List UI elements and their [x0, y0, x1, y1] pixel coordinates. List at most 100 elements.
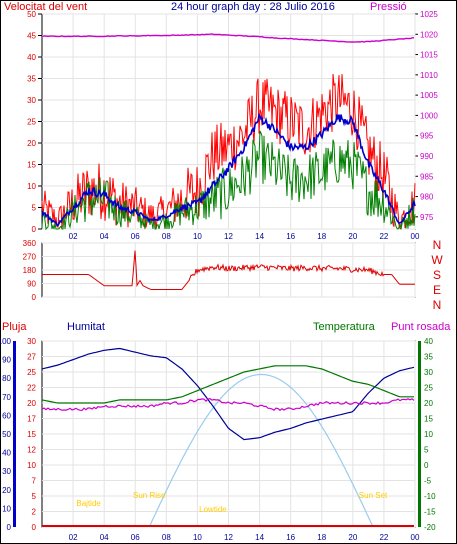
wind-x-tick-label: 04 [100, 232, 109, 241]
wind-y-tick-label: 5 [32, 204, 37, 213]
rain-y-tick-label: 12 [27, 446, 36, 455]
temperature-label: Temperatura [313, 321, 375, 333]
temperature-line [41, 365, 414, 404]
temperature-y-tick-label: 15 [424, 415, 433, 424]
pressure-y-tick-label: 1005 [420, 91, 438, 100]
wind-y-tick-label: 50 [27, 10, 36, 19]
wind-x-tick-label: 10 [193, 232, 202, 241]
wind-x-tick-label: 18 [317, 232, 326, 241]
pressure-y-tick-label: 975 [420, 213, 434, 222]
temperature-y-tick-label: -15 [424, 508, 436, 517]
wind-y-tick-label: 25 [27, 118, 36, 127]
wind-x-tick-label: 00 [411, 232, 420, 241]
wind-y-tick-label: 20 [27, 139, 36, 148]
pressure-y-tick-label: 980 [420, 193, 434, 202]
wind-x-tick-label: 22 [379, 232, 388, 241]
compass-label: W [431, 253, 443, 267]
wind-y-tick-label: 30 [27, 96, 36, 105]
pressure-y-tick-label: 1010 [420, 71, 438, 80]
humidity-y-tick-label: 90 [2, 356, 11, 365]
pressure-y-tick-label: 1020 [420, 30, 438, 39]
graph-title: 24 hour graph day : 28 Julio 2016 [171, 1, 335, 13]
rain-y-tick-label: 22 [27, 384, 36, 393]
direction-y-tick-label: 90 [27, 280, 36, 289]
rain-y-tick-label: 5 [32, 492, 37, 501]
humidity-x-tick-label: 00 [411, 533, 420, 542]
temperature-y-tick-label: -5 [424, 477, 432, 486]
solar-radiation-curve [148, 373, 374, 528]
wind-x-tick-label: 14 [255, 232, 264, 241]
rain-y-tick-label: 20 [27, 399, 36, 408]
tide-sun-annotation: Bajtide [76, 499, 101, 508]
wind-y-tick-label: 10 [27, 182, 36, 191]
tide-sun-annotation: Lowtide [199, 505, 227, 514]
humidity-x-tick-label: 02 [69, 533, 78, 542]
humidity-line [41, 347, 415, 441]
humidity-y-tick-label: 60 [2, 411, 11, 420]
rain-y-tick-label: 15 [27, 430, 36, 439]
humidity-x-tick-label: 06 [131, 533, 140, 542]
humidity-y-tick-label: 80 [2, 374, 11, 383]
wind-green-line [41, 130, 416, 231]
wind-x-tick-label: 20 [348, 232, 357, 241]
humidity-y-tick-label: 0 [7, 523, 12, 532]
temperature-y-tick-label: -20 [424, 523, 436, 532]
wind-y-tick-label: 40 [27, 53, 36, 62]
pressure-y-tick-label: 990 [420, 152, 434, 161]
temperature-y-tick-label: 20 [424, 399, 433, 408]
humidity-x-tick-label: 04 [100, 533, 109, 542]
wind-y-tick-label: 0 [32, 225, 37, 234]
compass-label: N [433, 238, 442, 252]
pressure-y-tick-label: 1000 [420, 111, 438, 120]
rain-y-tick-label: 2 [32, 508, 37, 517]
humidity-label: Humitat [67, 321, 105, 333]
wind-y-tick-label: 35 [27, 75, 36, 84]
dewpoint-label: Punt rosada [391, 321, 451, 333]
pressure-label: Pressió [370, 1, 407, 13]
rain-y-tick-label: 17 [27, 415, 36, 424]
dewpoint-line [41, 398, 415, 412]
humidity-y-tick-label: 50 [2, 430, 11, 439]
pressure-y-tick-label: 1015 [420, 51, 438, 60]
pressure-line [41, 33, 415, 43]
rain-y-tick-label: 25 [27, 368, 36, 377]
humidity-x-tick-label: 14 [255, 533, 264, 542]
temperature-y-tick-label: 0 [424, 461, 429, 470]
rain-y-tick-label: 30 [27, 337, 36, 346]
humidity-x-tick-label: 16 [286, 533, 295, 542]
direction-y-tick-label: 0 [32, 293, 37, 302]
wind-average-line [41, 112, 416, 227]
rain-label: Pluja [2, 321, 27, 333]
temperature-y-tick-label: 40 [424, 337, 433, 346]
temperature-y-tick-label: 30 [424, 368, 433, 377]
wind-speed-label: Velocitat del vent [4, 1, 88, 13]
wind-y-tick-label: 45 [27, 32, 36, 41]
wind-y-tick-label: 15 [27, 161, 36, 170]
rain-y-tick-label: 27 [27, 353, 36, 362]
humidity-x-tick-label: 20 [348, 533, 357, 542]
wind-x-tick-label: 12 [224, 232, 233, 241]
temperature-y-tick-label: -10 [424, 492, 436, 501]
compass-label: E [433, 283, 441, 297]
wind-x-tick-label: 02 [69, 232, 78, 241]
rain-y-tick-label: 10 [27, 461, 36, 470]
temperature-y-tick-label: 5 [424, 446, 429, 455]
direction-y-tick-label: 360 [23, 239, 37, 248]
wind-x-tick-label: 06 [131, 232, 140, 241]
humidity-x-tick-label: 08 [162, 533, 171, 542]
wind-x-tick-label: 16 [286, 232, 295, 241]
tide-sun-annotation: Sun Set [359, 491, 388, 500]
humidity-y-tick-label: 100 [0, 337, 12, 346]
direction-y-tick-label: 180 [23, 266, 37, 275]
compass-label: N [433, 298, 442, 312]
compass-label: S [433, 268, 441, 282]
temperature-y-tick-label: 35 [424, 353, 433, 362]
wind-direction-line [42, 250, 415, 290]
pressure-y-tick-label: 985 [420, 172, 434, 181]
humidity-y-tick-label: 20 [2, 486, 11, 495]
temperature-y-tick-label: 10 [424, 430, 433, 439]
temperature-axis-bar [418, 341, 421, 527]
humidity-x-tick-label: 18 [317, 533, 326, 542]
tide-sun-annotation: Sun Rise [133, 491, 166, 500]
humidity-x-tick-label: 10 [193, 533, 202, 542]
